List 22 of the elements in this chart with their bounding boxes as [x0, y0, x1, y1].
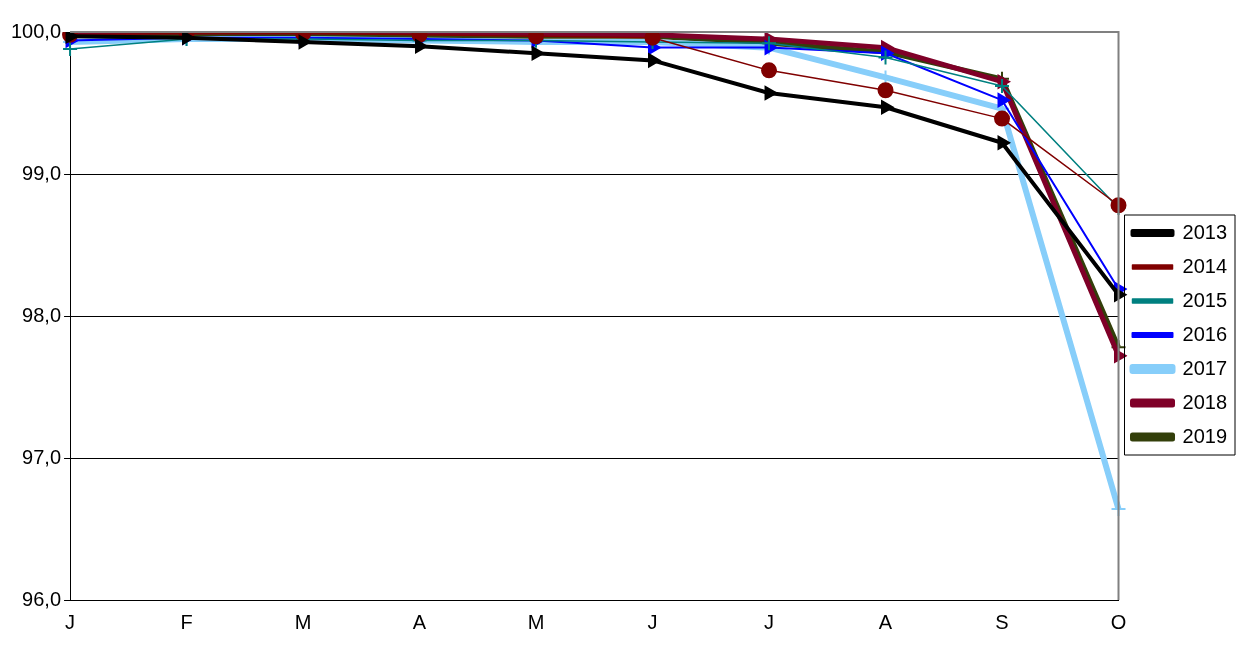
- x-tick-label: S: [995, 610, 1009, 633]
- legend-label: 2019: [1182, 424, 1228, 447]
- x-tick-label: A: [878, 610, 893, 633]
- legend-label: 2013: [1182, 220, 1228, 243]
- legend-label: 2018: [1182, 390, 1228, 413]
- x-tick-label: A: [412, 610, 427, 633]
- x-tick-label: O: [1110, 610, 1127, 633]
- x-tick-label: J: [764, 610, 775, 633]
- x-tick-label: M: [527, 610, 545, 633]
- y-tick-label: 96,0: [22, 587, 62, 610]
- legend-label: 2014: [1182, 254, 1228, 277]
- y-tick-label: 99,0: [22, 161, 62, 184]
- x-tick-label: J: [647, 610, 658, 633]
- y-tick-label: 98,0: [22, 303, 62, 326]
- legend-label: 2017: [1182, 356, 1228, 379]
- legend-label: 2016: [1182, 322, 1228, 345]
- y-tick-label: 100,0: [10, 19, 62, 42]
- y-tick-label: 97,0: [22, 445, 62, 468]
- x-tick-label: F: [180, 610, 193, 633]
- x-tick-label: J: [65, 610, 76, 633]
- x-tick-label: M: [294, 610, 312, 633]
- legend-label: 2015: [1182, 288, 1228, 311]
